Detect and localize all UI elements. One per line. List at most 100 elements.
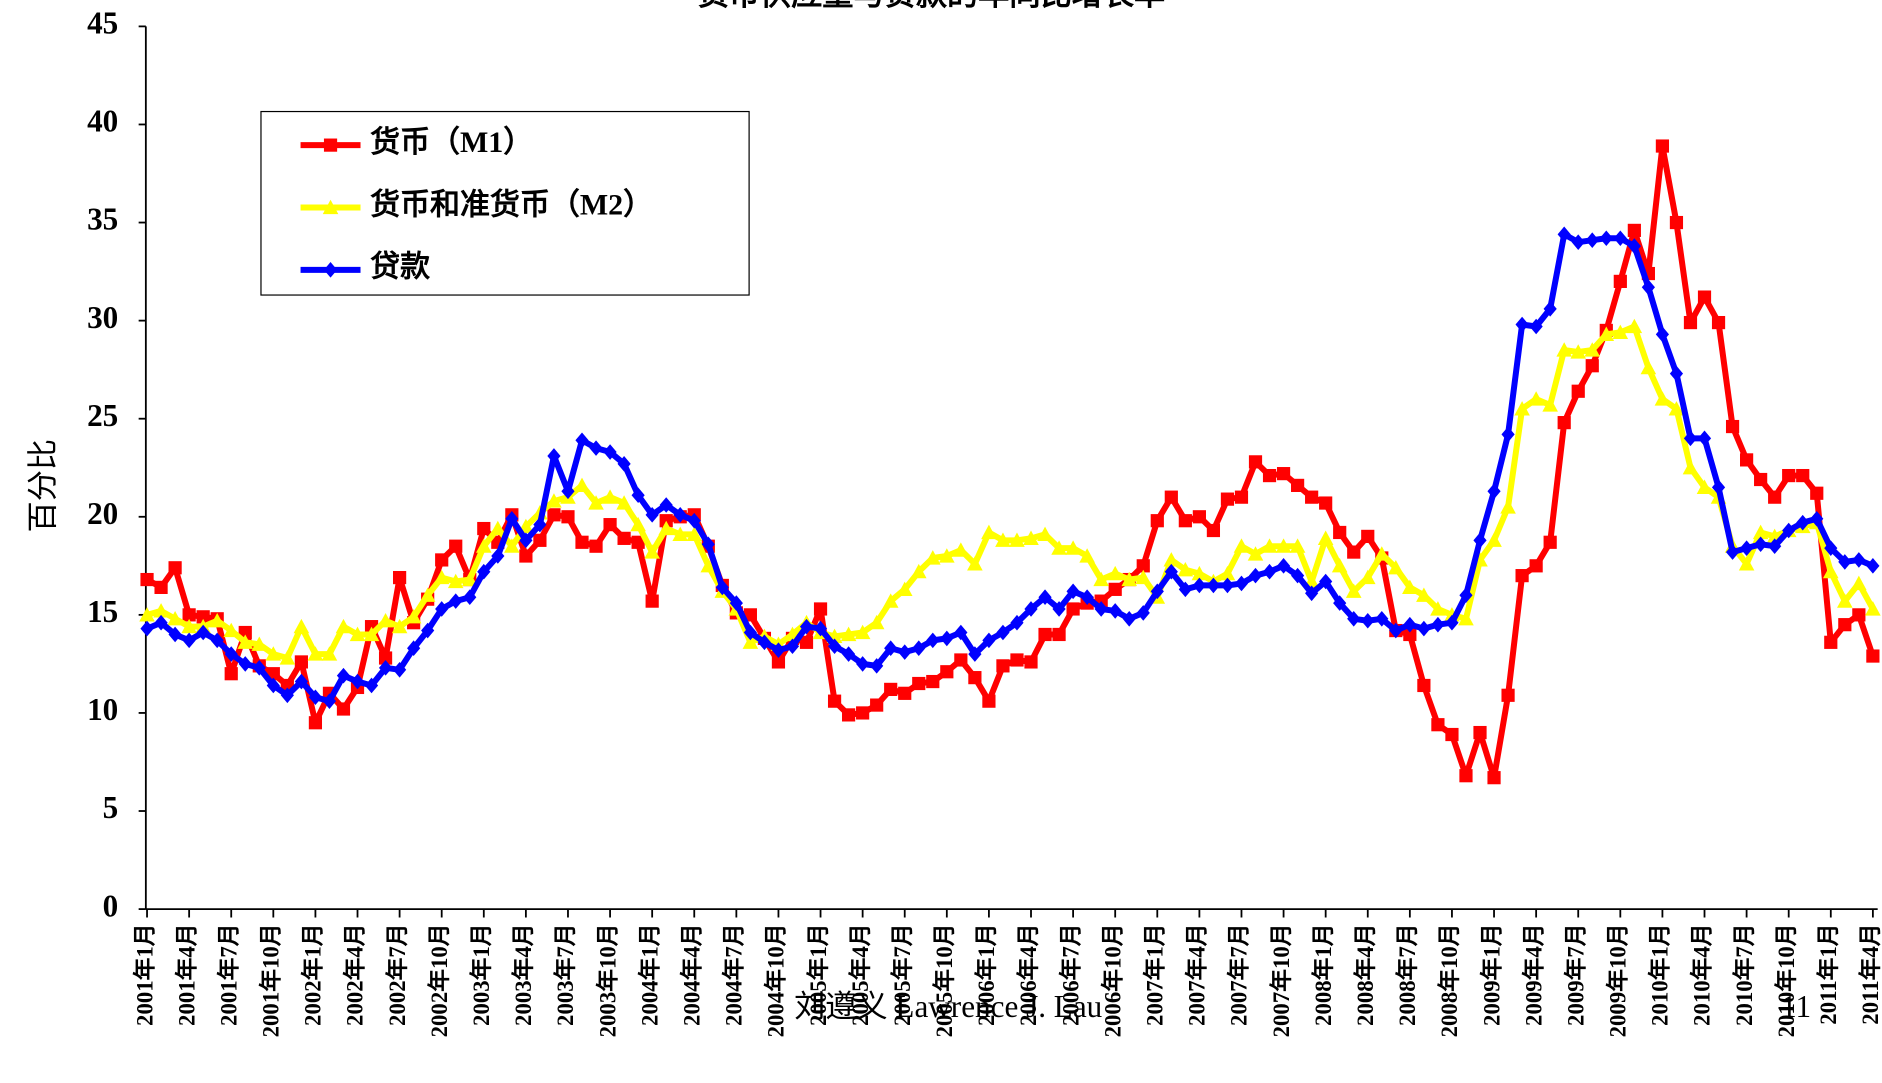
x-tick-label: 2002年10月 (426, 923, 452, 1037)
marker (1389, 622, 1403, 639)
x-tick-label: 2004年7月 (721, 923, 747, 1025)
marker (870, 698, 884, 712)
marker (1275, 538, 1292, 553)
marker (238, 656, 252, 672)
marker (140, 620, 154, 637)
marker (1206, 523, 1221, 538)
marker (168, 561, 182, 575)
x-tick-label: 2006年7月 (1057, 923, 1083, 1025)
marker (1220, 492, 1235, 506)
marker (1640, 359, 1657, 375)
marker (1431, 616, 1445, 633)
marker (954, 653, 968, 667)
marker (1417, 678, 1431, 693)
marker (1037, 526, 1053, 542)
x-tick-label: 2010年7月 (1731, 923, 1757, 1025)
marker (1838, 554, 1852, 570)
y-tick-label: 45 (87, 6, 118, 41)
x-tick-label: 2008年1月 (1310, 923, 1336, 1025)
marker (477, 521, 491, 536)
marker (1121, 571, 1138, 587)
marker (1768, 490, 1782, 504)
series-line (146, 323, 1876, 662)
x-tick-label: 2005年10月 (931, 923, 957, 1037)
marker (1192, 510, 1206, 524)
marker (1289, 538, 1306, 553)
marker (982, 694, 996, 708)
marker (700, 558, 717, 573)
marker (1431, 718, 1445, 732)
chart-title: 货币供应量与贷款的年同比增长率 (698, 0, 1166, 12)
marker (210, 632, 224, 649)
marker (1852, 552, 1866, 568)
marker (996, 624, 1010, 641)
x-tick-label: 2001年7月 (215, 923, 241, 1025)
marker (209, 612, 225, 628)
marker (673, 507, 687, 523)
marker (1402, 579, 1418, 594)
marker (603, 518, 617, 532)
marker (1038, 627, 1052, 642)
marker (1570, 344, 1587, 359)
marker (686, 526, 703, 542)
marker (154, 614, 168, 631)
marker (1333, 525, 1347, 540)
marker (813, 602, 828, 616)
marker (1458, 610, 1474, 626)
marker (603, 444, 617, 460)
marker (743, 624, 757, 641)
marker (1585, 232, 1599, 248)
marker (1262, 563, 1277, 580)
marker (672, 526, 689, 542)
marker (1136, 559, 1150, 573)
marker (393, 661, 407, 678)
marker (140, 572, 154, 587)
marker (1163, 552, 1180, 567)
marker (378, 660, 393, 676)
marker (968, 646, 982, 662)
marker (181, 618, 197, 634)
marker (1065, 540, 1081, 555)
marker (630, 516, 646, 532)
marker (1361, 529, 1375, 543)
marker (742, 634, 759, 649)
marker (308, 716, 323, 730)
x-tick-label: 2011年1月 (1815, 923, 1841, 1024)
marker (953, 542, 969, 557)
marker (827, 638, 842, 655)
marker (1669, 215, 1684, 230)
marker (1317, 530, 1334, 545)
marker (449, 539, 463, 553)
x-tick-label: 2007年4月 (1184, 923, 1210, 1025)
marker (561, 510, 575, 524)
x-tick-label: 2010年1月 (1647, 923, 1673, 1025)
marker (504, 538, 520, 553)
x-tick-label: 2009年4月 (1520, 923, 1546, 1025)
x-tick-label: 2005年7月 (889, 923, 915, 1025)
marker (547, 508, 561, 522)
marker (1782, 522, 1796, 539)
marker (884, 640, 898, 657)
watermark: 刘遵义 Lawrence J. Lau (794, 989, 1103, 1024)
marker (1388, 559, 1404, 575)
marker (1079, 548, 1095, 563)
x-tick-label: 2001年4月 (173, 923, 199, 1025)
marker (1613, 230, 1627, 247)
marker (912, 676, 926, 691)
marker (1866, 649, 1880, 663)
y-tick-label: 30 (87, 300, 118, 335)
marker (1416, 587, 1432, 602)
marker (1234, 575, 1249, 592)
marker (1261, 538, 1278, 553)
marker (1837, 593, 1853, 608)
marker (575, 535, 589, 549)
legend-label: 货币和准货币（M2） (370, 187, 653, 221)
marker (252, 660, 266, 676)
marker (912, 640, 926, 657)
marker (196, 610, 210, 624)
marker (854, 624, 871, 640)
x-tick-label: 2003年10月 (594, 923, 620, 1037)
marker (1108, 582, 1122, 596)
marker (882, 593, 899, 608)
marker (224, 667, 238, 681)
